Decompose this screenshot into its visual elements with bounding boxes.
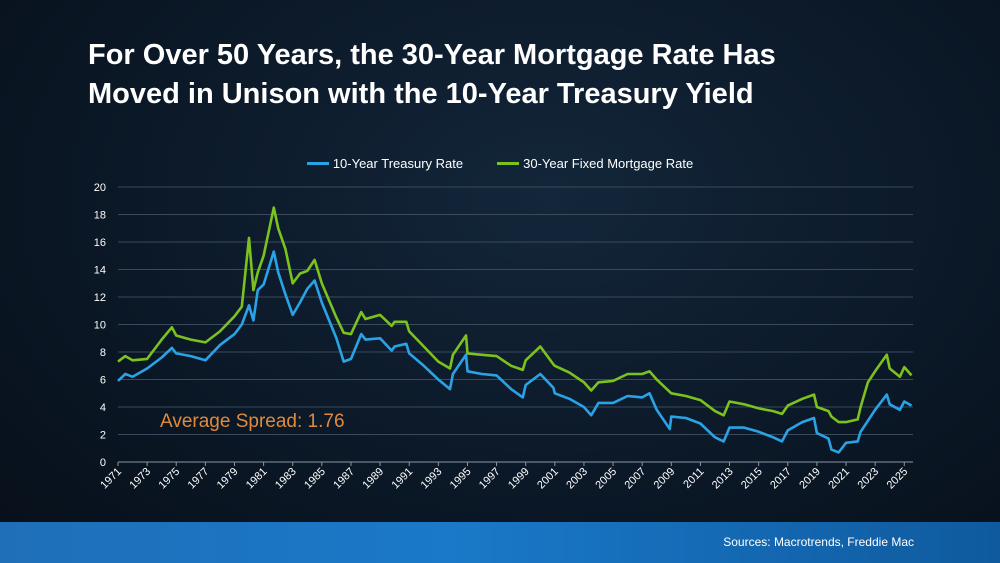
x-tick-label: 2013	[710, 466, 736, 492]
y-tick-label: 12	[94, 292, 106, 304]
x-tick-label: 2011	[681, 466, 706, 491]
x-tick-label: 1991	[390, 466, 416, 492]
x-tick-label: 2017	[768, 466, 794, 492]
y-tick-label: 16	[94, 237, 106, 249]
legend-label-treasury: 10-Year Treasury Rate	[332, 156, 464, 171]
x-tick-label: 2025	[885, 466, 911, 492]
y-tick-label: 4	[100, 402, 106, 414]
x-tick-label: 1975	[157, 466, 183, 492]
legend-swatch-mortgage	[497, 162, 520, 165]
x-tick-label: 2009	[652, 466, 678, 492]
title-line-2: Moved in Unison with the 10-Year Treasur…	[88, 78, 754, 110]
title-line-1: For Over 50 Years, the 30-Year Mortgage …	[88, 39, 776, 71]
y-tick-label: 2	[100, 430, 106, 442]
mortgage-rate-line	[117, 206, 913, 424]
x-tick-label: 1989	[360, 466, 386, 492]
x-tick-label: 1985	[302, 466, 328, 492]
x-tick-label: 1981	[244, 466, 270, 492]
x-tick-label: 1997	[477, 466, 503, 492]
x-tick-label: 1983	[273, 466, 299, 492]
x-tick-label: 1995	[448, 466, 474, 492]
legend-label-mortgage: 30-Year Fixed Mortgage Rate	[523, 156, 694, 171]
legend-item-mortgage: 30-Year Fixed Mortgage Rate	[497, 156, 693, 171]
y-tick-label: 20	[94, 182, 106, 194]
legend-item-treasury: 10-Year Treasury Rate	[306, 156, 464, 171]
y-tick-label: 10	[94, 320, 106, 332]
treasury-rate-line	[117, 250, 913, 454]
footer-band	[0, 522, 1000, 563]
x-tick-label: 1987	[331, 466, 357, 492]
x-tick-label: 2015	[739, 466, 765, 492]
x-tick-label: 1973	[127, 466, 153, 492]
x-tick-label: 2001	[535, 466, 561, 492]
x-tick-label: 1979	[215, 466, 241, 492]
x-tick-label: 2019	[797, 466, 823, 492]
x-tick-label: 2021	[826, 466, 852, 492]
x-tick-label: 2005	[593, 466, 619, 492]
x-tick-label: 2023	[855, 466, 881, 492]
x-tick-label: 2003	[564, 466, 590, 492]
x-tick-label: 1993	[419, 466, 445, 492]
y-tick-label: 14	[94, 265, 106, 277]
chart-legend: 10-Year Treasury Rate 30-Year Fixed Mort…	[0, 156, 1000, 171]
x-tick-label: 2007	[622, 466, 648, 492]
y-tick-label: 18	[94, 210, 106, 222]
average-spread-annotation: Average Spread: 1.76	[160, 411, 345, 432]
x-tick-label: 1977	[186, 466, 212, 492]
x-tick-label: 1999	[506, 466, 532, 492]
legend-swatch-treasury	[306, 162, 329, 165]
chart-title: For Over 50 Years, the 30-Year Mortgage …	[88, 36, 948, 114]
y-tick-label: 8	[100, 347, 106, 359]
source-text: Sources: Macrotrends, Freddie Mac	[723, 535, 914, 549]
y-tick-label: 6	[100, 375, 106, 387]
y-tick-label: 0	[100, 457, 106, 469]
x-tick-label: 1971	[98, 466, 124, 492]
series-lines	[117, 206, 913, 454]
